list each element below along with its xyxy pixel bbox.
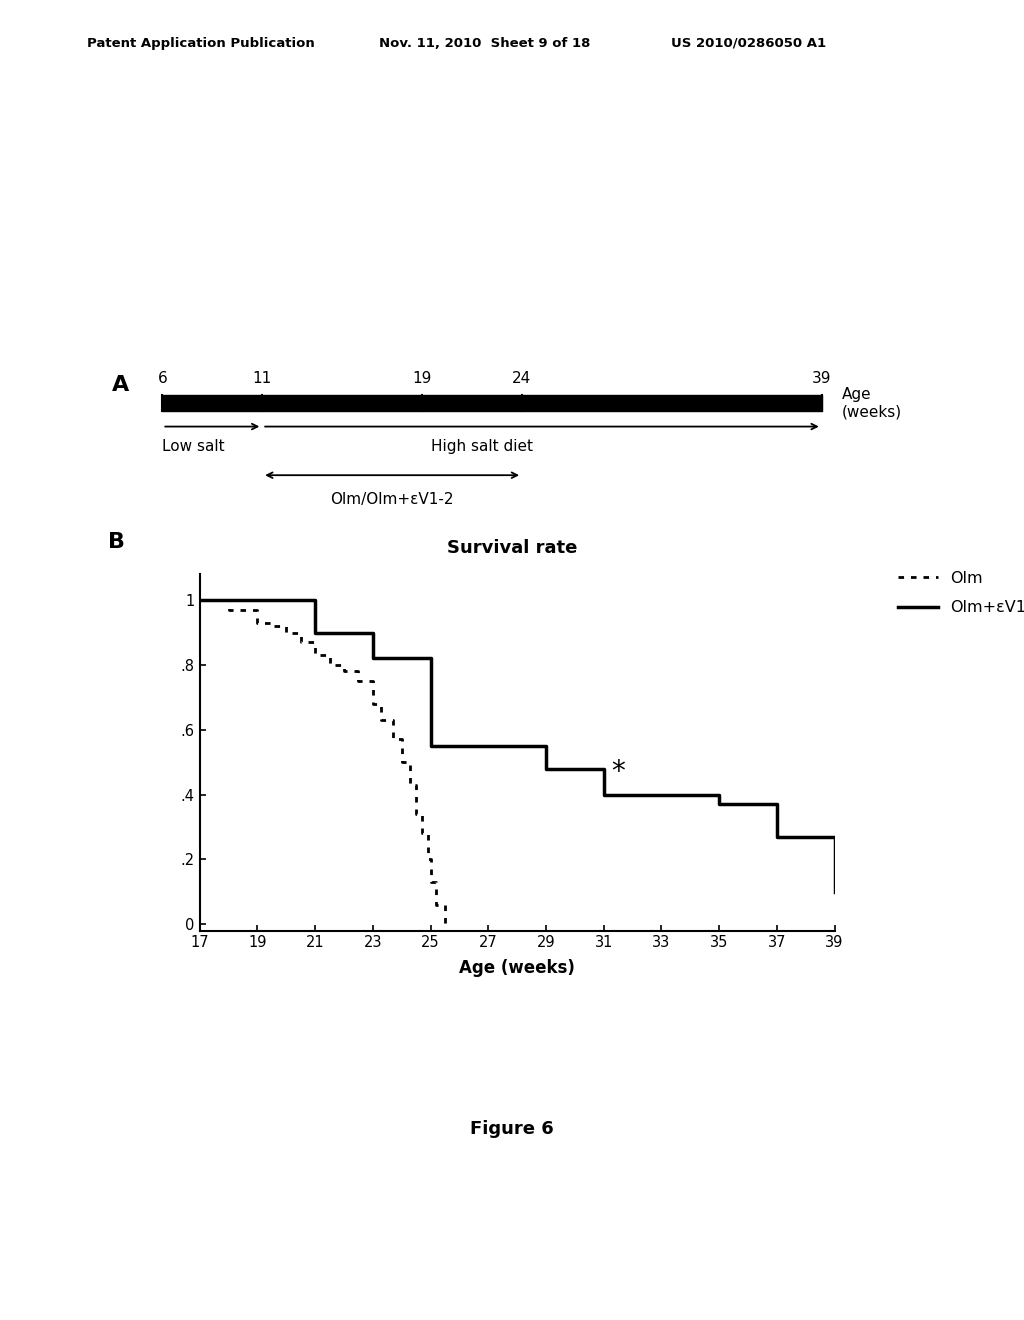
Text: B: B: [108, 532, 125, 552]
Text: 39: 39: [812, 371, 831, 387]
Legend: Olm, Olm+εV1-2: Olm, Olm+εV1-2: [892, 565, 1024, 622]
Text: 6: 6: [158, 371, 167, 387]
Text: Low salt: Low salt: [163, 440, 225, 454]
Text: Patent Application Publication: Patent Application Publication: [87, 37, 314, 50]
Text: A: A: [113, 375, 130, 395]
Text: US 2010/0286050 A1: US 2010/0286050 A1: [671, 37, 825, 50]
X-axis label: Age (weeks): Age (weeks): [459, 958, 575, 977]
Text: Figure 6: Figure 6: [470, 1119, 554, 1138]
Text: 11: 11: [253, 371, 271, 387]
Bar: [163, 395, 821, 411]
Text: Age
(weeks): Age (weeks): [842, 387, 902, 420]
Text: *: *: [611, 758, 625, 785]
Text: Olm/Olm+εV1-2: Olm/Olm+εV1-2: [331, 492, 454, 507]
Text: 19: 19: [413, 371, 432, 387]
Text: Survival rate: Survival rate: [446, 539, 578, 557]
Text: Nov. 11, 2010  Sheet 9 of 18: Nov. 11, 2010 Sheet 9 of 18: [379, 37, 590, 50]
Text: 24: 24: [512, 371, 531, 387]
Text: High salt diet: High salt diet: [431, 440, 534, 454]
